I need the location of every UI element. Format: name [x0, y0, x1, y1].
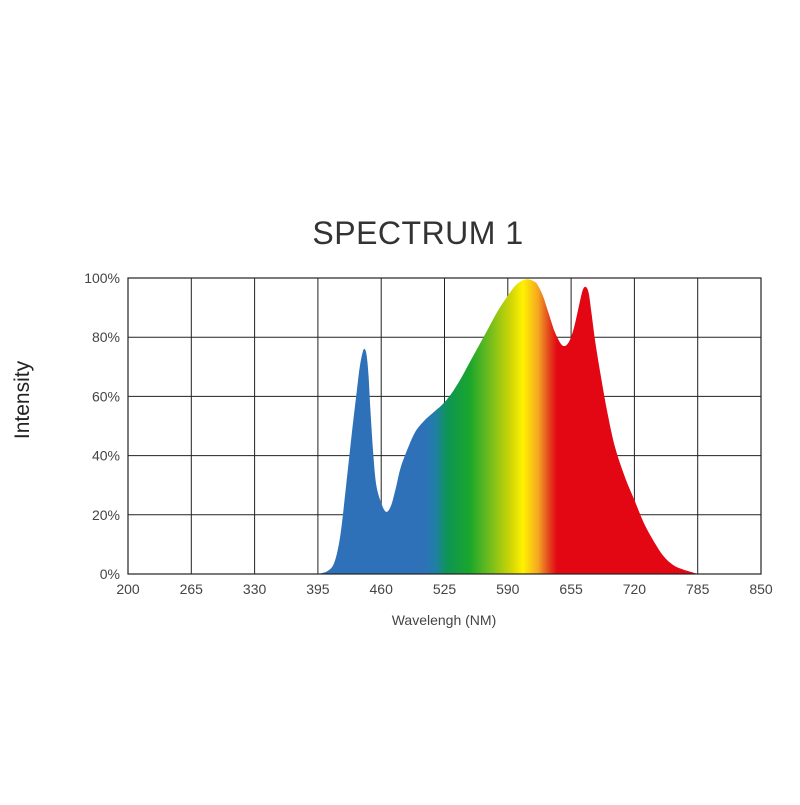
plot-area [317, 279, 698, 574]
y-axis-label: Intensity [11, 360, 34, 439]
x-tick-label: 330 [243, 581, 267, 597]
x-tick-label: 265 [180, 581, 204, 597]
spectrum-area [317, 279, 698, 574]
x-axis-label: Wavelengh (NM) [392, 612, 497, 628]
y-tick-label: 60% [92, 388, 120, 404]
y-tick-label: 80% [92, 329, 120, 345]
x-tick-label: 200 [116, 581, 140, 597]
x-tick-label: 785 [686, 581, 710, 597]
y-tick-label: 100% [84, 270, 120, 286]
x-tick-label: 655 [559, 581, 583, 597]
y-axis-ticks: 0% 20% 40% 60% 80% 100% [84, 270, 120, 582]
y-tick-label: 0% [100, 566, 120, 582]
x-tick-label: 395 [306, 581, 330, 597]
plot-frame [127, 277, 762, 575]
x-tick-label: 460 [370, 581, 394, 597]
x-tick-label: 720 [623, 581, 647, 597]
x-tick-label: 850 [749, 581, 773, 597]
y-tick-label: 20% [92, 507, 120, 523]
y-tick-label: 40% [92, 448, 120, 464]
chart-title: SPECTRUM 1 [312, 215, 523, 251]
plot-border [127, 277, 762, 575]
x-tick-label: 590 [496, 581, 520, 597]
x-tick-label: 525 [433, 581, 457, 597]
x-axis-ticks: 200 265 330 395 460 525 590 655 720 785 850 [116, 581, 773, 597]
